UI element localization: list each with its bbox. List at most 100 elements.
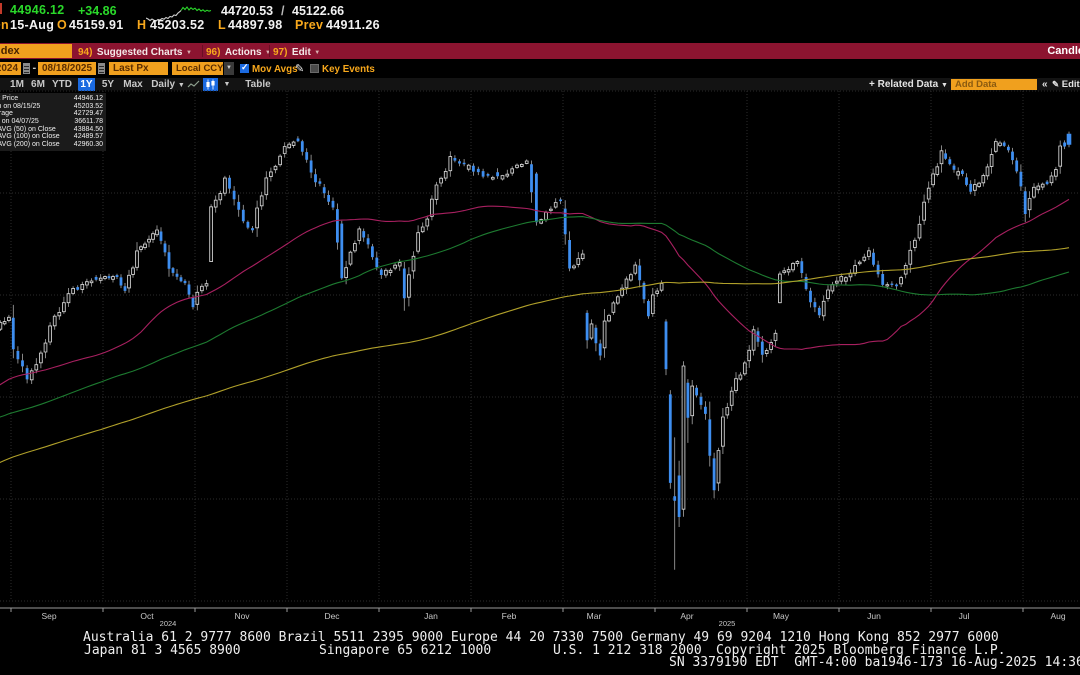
calendar-icon[interactable] xyxy=(23,63,30,74)
candle-wicks xyxy=(0,131,1070,570)
function-name: Candle xyxy=(1047,45,1080,57)
low-label: L xyxy=(218,18,226,32)
range-tab-1y[interactable]: 1Y xyxy=(78,78,95,91)
footer-terminal-info: SN 3379190 EDT GMT-4:00 ba1946-173 16-Au… xyxy=(669,655,1080,670)
pencil-icon[interactable]: ✎ xyxy=(295,63,305,75)
x-axis-month-label: May xyxy=(773,611,790,621)
last-price: 44946.12 xyxy=(10,3,65,17)
chart-type-dropdown[interactable]: ▼ xyxy=(223,81,231,88)
open-value: 45159.91 xyxy=(69,18,124,32)
x-axis-month-label: Nov xyxy=(234,611,250,621)
mov-avgs-label[interactable]: Mov Avgs xyxy=(252,63,298,75)
range-tab-max[interactable]: Max xyxy=(123,79,143,90)
high-label: H xyxy=(137,18,147,32)
x-axis-year-label: 2024 xyxy=(160,619,177,628)
day-range-low: 44720.53 xyxy=(221,4,274,18)
x-axis-month-label: Jun xyxy=(867,611,881,621)
footer-contacts-line2-singapore: Singapore 65 6212 1000 xyxy=(319,643,492,658)
price-change: +34.86 xyxy=(78,4,117,18)
x-axis-month-label: Sep xyxy=(41,611,56,621)
calendar-icon[interactable] xyxy=(98,63,105,74)
function-menubar: INDU Index 94) Suggested Charts ▼ 96) Ac… xyxy=(0,43,1080,59)
add-data-input[interactable]: Add Data xyxy=(951,79,1037,90)
prev-label: Prev xyxy=(295,18,324,32)
x-axis-month-label: Apr xyxy=(680,611,693,621)
sma-line-200 xyxy=(0,247,1070,464)
candle-bodies-up xyxy=(0,141,1063,510)
high-value: 45203.52 xyxy=(150,18,205,32)
menu-suggested-charts[interactable]: 94) Suggested Charts ▼ xyxy=(78,47,192,58)
x-axis-month-label: Jan xyxy=(424,611,438,621)
session-date: 15-Aug xyxy=(10,18,55,32)
range-tab-5y[interactable]: 5Y xyxy=(101,79,115,90)
chevron-down-icon: ▼ xyxy=(265,50,271,56)
chart-toolbar: 08/18/2024 - 08/18/2025 Last Px Local CC… xyxy=(0,59,1080,78)
x-axis-month-label: Feb xyxy=(502,611,517,621)
currency-select[interactable]: Local CCY xyxy=(172,62,223,75)
session-prefix: On xyxy=(0,18,9,32)
edit-chart-button[interactable]: ✎ Edit xyxy=(1052,79,1080,90)
line-chart-icon[interactable] xyxy=(186,78,201,91)
footer-contacts-line1: Australia 61 2 9777 8600 Brazil 5511 239… xyxy=(83,630,999,645)
security-field[interactable]: INDU Index xyxy=(0,44,72,58)
end-date-field[interactable]: 08/18/2025 xyxy=(38,62,96,75)
x-axis-month-label: Aug xyxy=(1050,611,1065,621)
cropped-glyph xyxy=(0,3,2,14)
key-events-label[interactable]: Key Events xyxy=(322,63,375,75)
key-events-checkbox[interactable] xyxy=(310,64,319,73)
x-axis-month-label: Oct xyxy=(140,611,154,621)
open-label: O xyxy=(57,18,68,32)
date-range-separator: - xyxy=(32,62,37,74)
candle-chart-icon[interactable] xyxy=(203,78,218,91)
x-axis xyxy=(0,607,1080,612)
low-value: 44897.98 xyxy=(228,18,283,32)
sparkline-below-prev-close xyxy=(146,10,182,22)
chevron-down-icon: ▼ xyxy=(177,82,185,89)
sparkline-above-prev-close xyxy=(180,6,212,13)
sma-line-100 xyxy=(0,216,1070,418)
range-tab-1m[interactable]: 1M xyxy=(10,79,24,90)
x-axis-month-label: Mar xyxy=(587,611,602,621)
range-tab-ytd[interactable]: YTD xyxy=(52,79,72,90)
menu-edit[interactable]: 97) Edit ▼ xyxy=(273,47,321,58)
table-tab[interactable]: Table xyxy=(245,79,271,90)
price-field-input[interactable]: Last Px xyxy=(109,62,168,75)
x-axis-year-label: 2025 xyxy=(719,619,736,628)
prev-value: 44911.26 xyxy=(326,18,380,32)
footer-contacts-line2-us: U.S. 1 212 318 2000 xyxy=(553,643,702,658)
currency-dropdown-button[interactable]: ▼ xyxy=(224,62,234,75)
menu-actions[interactable]: 96) Actions ▼ xyxy=(206,47,271,58)
sma-line-50 xyxy=(0,198,1070,386)
menu-separator xyxy=(269,45,270,57)
footer-copyright: Copyright 2025 Bloomberg Finance L.P. xyxy=(716,643,1006,658)
period-dropdown[interactable]: Daily ▼ xyxy=(151,79,185,90)
legend-row: Average42729.47 xyxy=(0,110,103,118)
range-tab-6m[interactable]: 6M xyxy=(31,79,45,90)
related-data-button[interactable]: + Related Data ▼ xyxy=(869,79,948,90)
chevron-down-icon: ▼ xyxy=(314,50,321,56)
pencil-icon: ✎ xyxy=(1052,79,1060,89)
mov-avgs-checkbox[interactable] xyxy=(240,62,249,73)
day-range-separator: / xyxy=(281,4,285,18)
footer-contacts-line2-japan: Japan 81 3 4565 8900 xyxy=(84,643,241,658)
day-range-high: 45122.66 xyxy=(292,4,345,18)
candle-bodies-down xyxy=(11,133,1072,518)
x-axis-month-label: Dec xyxy=(324,611,340,621)
range-tab-1d[interactable]: 1D xyxy=(0,78,3,91)
menu-separator xyxy=(202,45,203,57)
horizontal-gridlines xyxy=(0,90,1080,602)
collapse-button[interactable]: « xyxy=(1042,79,1048,90)
intraday-sparkline xyxy=(146,6,212,22)
start-date-field[interactable]: 08/18/2024 xyxy=(0,62,21,75)
x-axis-month-label: Jul xyxy=(959,611,970,621)
chevron-down-icon: ▼ xyxy=(185,50,192,56)
